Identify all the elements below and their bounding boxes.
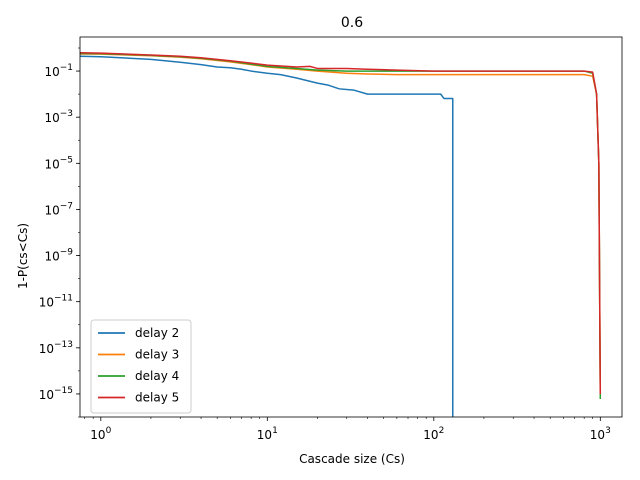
plot-area: 100 101 102 103 10−1 10−3 10−5 10−7 10−9 10−11 10−… <box>39 36 623 442</box>
chart-title: 0.6 <box>341 15 363 31</box>
series-line-1 <box>80 55 454 417</box>
x-tick-label-4: 103 <box>590 426 611 442</box>
legend-label-3: delay 4 <box>135 369 179 383</box>
axes-frame <box>79 36 623 418</box>
y-tick-label-4: 10−7 <box>44 201 73 217</box>
y-tick-label-5: 10−9 <box>44 248 73 264</box>
x-tick-label-2: 101 <box>257 426 278 442</box>
y-tick-label-1: 10−1 <box>44 63 73 79</box>
y-tick-label-7: 10−13 <box>39 340 73 356</box>
x-tick-label-3: 102 <box>423 426 444 442</box>
y-axis-label: 1-P(cs<Cs) <box>16 223 30 289</box>
y-tick-label-3: 10−5 <box>44 155 73 171</box>
legend-label-1: delay 2 <box>135 326 179 340</box>
legend-box <box>90 319 192 414</box>
x-axis-label: Cascade size (Cs) <box>299 452 405 466</box>
y-tick-label-2: 10−3 <box>44 109 73 125</box>
series-line-4 <box>80 52 602 394</box>
y-tick-label-8: 10−15 <box>39 386 73 402</box>
legend-label-4: delay 5 <box>135 391 179 405</box>
y-tick-label-6: 10−11 <box>39 294 73 310</box>
x-tick-label-1: 100 <box>90 426 111 442</box>
legend-label-2: delay 3 <box>135 348 179 362</box>
